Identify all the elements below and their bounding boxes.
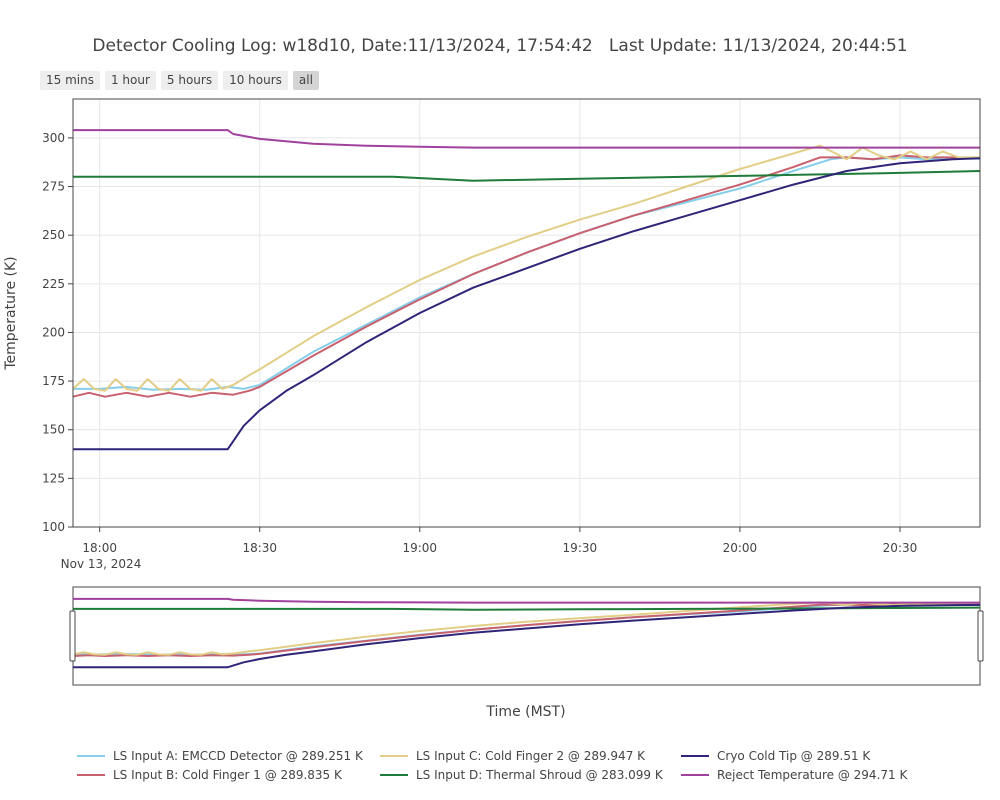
x-axis: 18:00 18:30 19:00 19:30 20:00 20:30 — [82, 527, 917, 555]
mini-series-line-reject-temperature — [73, 597, 980, 604]
x-axis-title: Time (MST) — [485, 704, 565, 720]
y-tick-label: 100 — [42, 520, 65, 534]
x-tick-label: 20:30 — [883, 541, 918, 555]
range-slider-right-handle[interactable] — [977, 610, 984, 662]
series-line-ls-input-b-cold-finger-1[interactable] — [72, 154, 981, 398]
legend-item-ls-input-c-cold-finger-2[interactable]: LS Input C: Cold Finger 2 @ 289.947 K — [380, 749, 646, 763]
legend-label: Cryo Cold Tip @ 289.51 K — [717, 749, 871, 763]
range-slider[interactable] — [69, 586, 984, 686]
mini-series-line-ls-input-b-cold-finger-1 — [72, 603, 981, 658]
y-axis: 100 125 150 175 200 225 250 275 300 — [42, 131, 73, 534]
y-tick-label: 250 — [42, 228, 65, 242]
y-tick-label: 275 — [42, 180, 65, 194]
range-15-mins-button[interactable]: 15 mins — [40, 71, 100, 90]
series-line-ls-input-a-emccd-detector[interactable] — [73, 156, 981, 391]
x-tick-label: 19:30 — [563, 541, 598, 555]
mini-series-line-cryo-cold-tip — [73, 603, 981, 669]
x-tick-label: 19:00 — [402, 541, 437, 555]
chart-title: Detector Cooling Log: w18d10, Date:11/13… — [92, 36, 908, 56]
plot-frame[interactable] — [72, 98, 981, 528]
x-tick-label: 18:00 — [82, 541, 117, 555]
legend-label: LS Input D: Thermal Shroud @ 283.099 K — [416, 768, 664, 782]
range-slider-lines — [72, 597, 981, 669]
grid-lines — [73, 99, 980, 528]
y-tick-label: 300 — [42, 131, 65, 145]
y-tick-label: 150 — [42, 423, 65, 437]
series-line-ls-input-d-thermal-shroud[interactable] — [73, 170, 981, 182]
y-tick-label: 225 — [42, 277, 65, 291]
series-line-reject-temperature[interactable] — [73, 129, 980, 149]
x-date-label: Nov 13, 2024 — [61, 557, 142, 571]
legend-label: Reject Temperature @ 294.71 K — [717, 768, 908, 782]
legend-item-cryo-cold-tip[interactable]: Cryo Cold Tip @ 289.51 K — [681, 749, 871, 763]
range-10-hours-button[interactable]: 10 hours — [223, 71, 288, 90]
legend-label: LS Input B: Cold Finger 1 @ 289.835 K — [113, 768, 343, 782]
y-axis-title: Temperature (K) — [3, 256, 19, 370]
legend-item-ls-input-a-emccd-detector[interactable]: LS Input A: EMCCD Detector @ 289.251 K — [77, 749, 364, 763]
legend-item-ls-input-d-thermal-shroud[interactable]: LS Input D: Thermal Shroud @ 283.099 K — [380, 768, 664, 782]
mini-series-line-ls-input-c-cold-finger-2 — [72, 601, 980, 656]
legend-item-reject-temperature[interactable]: Reject Temperature @ 294.71 K — [681, 768, 908, 782]
x-tick-label: 18:30 — [242, 541, 277, 555]
y-tick-label: 125 — [42, 471, 65, 485]
range-selector: 15 mins 1 hour 5 hours 10 hours all — [40, 71, 319, 90]
legend-item-ls-input-b-cold-finger-1[interactable]: LS Input B: Cold Finger 1 @ 289.835 K — [77, 768, 343, 782]
y-tick-label: 200 — [42, 325, 65, 339]
range-slider-left-handle[interactable] — [69, 610, 76, 662]
legend-label: LS Input C: Cold Finger 2 @ 289.947 K — [416, 749, 646, 763]
legend-label: LS Input A: EMCCD Detector @ 289.251 K — [113, 749, 364, 763]
range-1-hour-button[interactable]: 1 hour — [104, 71, 156, 90]
range-all-button[interactable]: all — [292, 71, 319, 90]
legend: LS Input A: EMCCD Detector @ 289.251 K LS… — [77, 749, 908, 782]
series-line-cryo-cold-tip[interactable] — [73, 157, 981, 451]
x-tick-label: 20:00 — [723, 541, 758, 555]
series-line-ls-input-c-cold-finger-2[interactable] — [72, 144, 980, 392]
y-tick-label: 175 — [42, 374, 65, 388]
main-plot-lines — [72, 129, 981, 451]
range-5-hours-button[interactable]: 5 hours — [160, 71, 219, 90]
